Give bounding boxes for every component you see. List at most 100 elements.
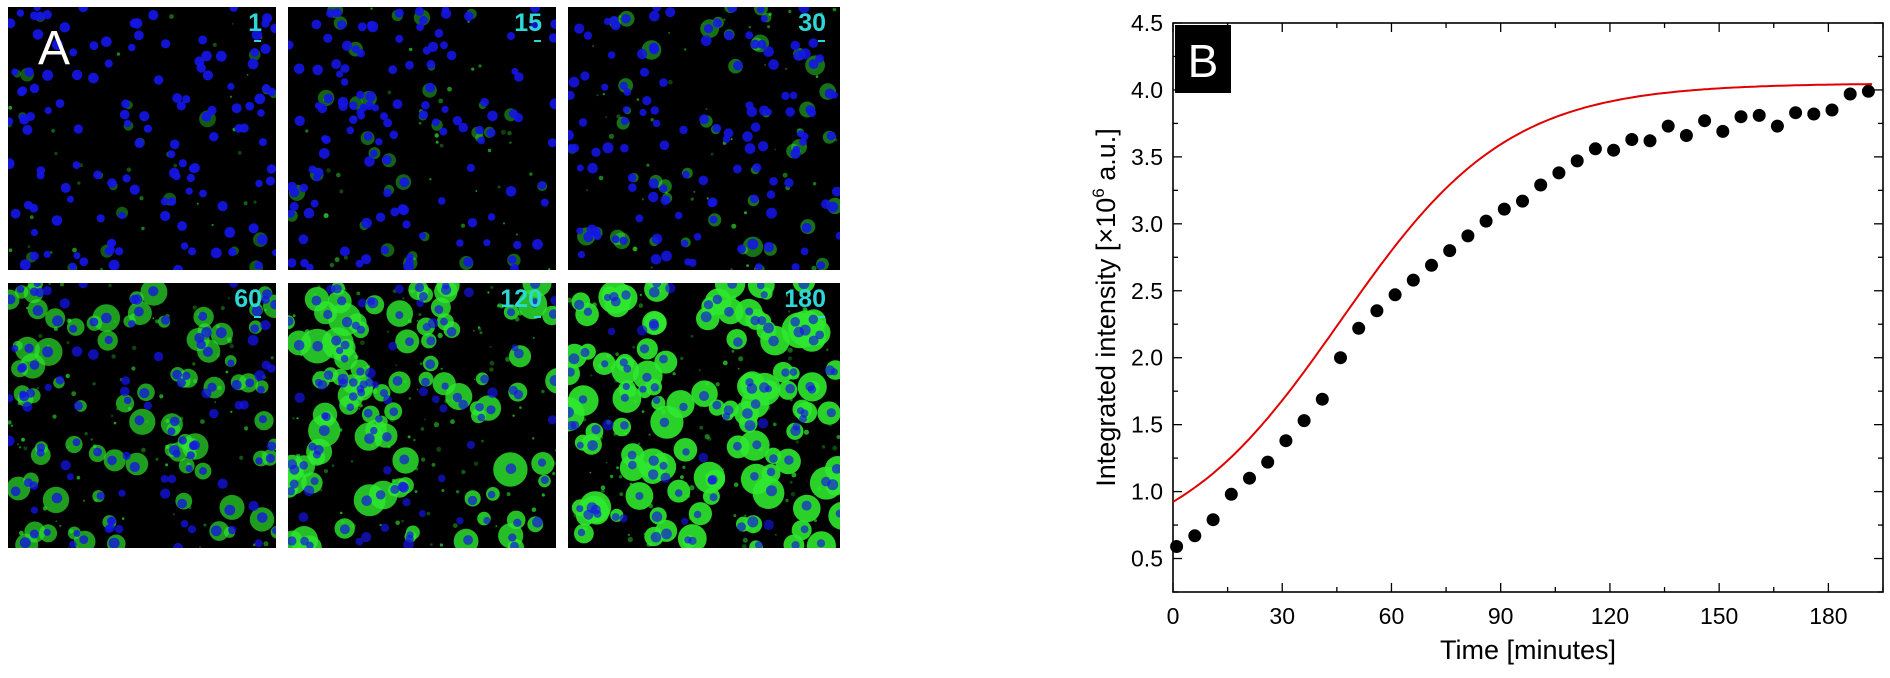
signal-speck <box>179 416 184 421</box>
cell-nucleus <box>346 126 355 135</box>
cell-nucleus <box>601 360 609 368</box>
cell-nucleus <box>341 40 353 51</box>
cell-nucleus <box>635 492 644 500</box>
cell-nucleus <box>763 519 774 530</box>
cell-nucleus <box>134 138 145 149</box>
cell-nucleus <box>622 106 630 114</box>
cell-nucleus <box>628 183 637 192</box>
cell-nucleus <box>19 259 31 270</box>
cell-nucleus <box>684 536 692 544</box>
signal-speck <box>216 324 220 329</box>
cell-nucleus <box>439 404 448 413</box>
cell-nucleus <box>659 140 670 151</box>
signal-speck <box>590 374 593 377</box>
tile-image <box>288 7 556 270</box>
signal-speck <box>600 485 606 490</box>
cell-nucleus <box>96 491 105 500</box>
signal-speck <box>592 45 595 47</box>
signal-speck <box>654 521 658 525</box>
cell-nucleus <box>623 88 632 96</box>
cell-nucleus <box>750 399 761 409</box>
cell-nucleus <box>747 516 759 528</box>
signal-speck <box>791 531 794 534</box>
data-point <box>1461 229 1475 243</box>
cell-nucleus <box>766 467 776 477</box>
signal-speck <box>18 446 22 449</box>
signal-speck <box>436 446 442 452</box>
y-tick-label: 1.0 <box>1131 479 1163 505</box>
cell-nucleus <box>161 39 171 49</box>
signal-speck <box>641 198 644 201</box>
cell-nucleus <box>577 528 586 537</box>
data-point <box>1170 540 1184 553</box>
cell-nucleus <box>791 541 800 548</box>
signal-speck <box>396 404 399 406</box>
signal-speck <box>243 201 248 206</box>
cell-nucleus <box>792 145 801 154</box>
cell-nucleus <box>785 107 795 117</box>
cell-nucleus <box>799 415 807 423</box>
signal-speck <box>440 367 443 370</box>
cell-nucleus <box>733 337 743 347</box>
cell-nucleus <box>784 455 794 465</box>
cell-nucleus <box>446 50 457 61</box>
cell-nucleus <box>52 315 63 327</box>
cell-nucleus <box>104 335 113 345</box>
cell-nucleus <box>796 407 805 415</box>
cell-nucleus <box>576 441 584 449</box>
signal-speck <box>292 314 296 318</box>
cell-nucleus <box>684 258 692 266</box>
signal-speck <box>598 435 604 440</box>
signal-speck <box>631 392 636 397</box>
signal-speck <box>489 360 495 366</box>
signal-speck <box>738 356 744 362</box>
cell-nucleus <box>202 70 213 81</box>
signal-speck <box>323 213 329 219</box>
cell-nucleus <box>763 322 774 334</box>
cell-nucleus <box>547 138 556 148</box>
signal-speck <box>401 519 404 523</box>
cell-nucleus <box>475 125 484 135</box>
cell-nucleus <box>288 258 297 268</box>
cell-nucleus <box>250 48 259 57</box>
cell-nucleus <box>66 195 74 203</box>
cell-nucleus <box>178 436 187 445</box>
cell-nucleus <box>78 7 88 13</box>
cell-nucleus <box>254 370 266 381</box>
cell-nucleus <box>42 346 54 358</box>
cell-nucleus <box>229 283 239 288</box>
cell-nucleus <box>169 139 180 150</box>
signal-speck <box>340 520 345 524</box>
signal-speck <box>358 403 363 408</box>
signal-speck <box>389 417 395 422</box>
signal-speck <box>682 465 686 469</box>
cell-nucleus <box>172 172 181 181</box>
cell-nucleus <box>394 8 404 18</box>
cell-nucleus <box>258 415 267 424</box>
signal-speck <box>145 420 149 423</box>
cell-nucleus <box>16 9 25 17</box>
cell-nucleus <box>467 495 478 506</box>
cell-nucleus <box>388 341 398 351</box>
signal-speck <box>211 223 214 227</box>
signal-speck <box>552 472 556 476</box>
cell-nucleus <box>340 354 349 363</box>
data-point <box>1188 529 1202 543</box>
signal-speck <box>360 340 365 346</box>
cell-nucleus <box>816 539 826 548</box>
cell-nucleus <box>361 495 372 506</box>
cell-nucleus <box>73 401 83 411</box>
signal-speck <box>435 140 439 144</box>
cell-nucleus <box>507 32 515 40</box>
cell-nucleus <box>619 514 628 523</box>
microscopy-panel: 1 15 30 60 120 180 A <box>8 7 1008 670</box>
signal-speck <box>606 287 610 292</box>
cell-nucleus <box>228 247 237 257</box>
signal-speck <box>155 319 159 324</box>
signal-speck <box>228 297 230 300</box>
cell-nucleus <box>568 76 580 88</box>
cell-nucleus <box>801 222 812 233</box>
time-label: 180 <box>784 285 826 313</box>
signal-speck <box>602 93 605 96</box>
signal-speck <box>362 366 366 370</box>
